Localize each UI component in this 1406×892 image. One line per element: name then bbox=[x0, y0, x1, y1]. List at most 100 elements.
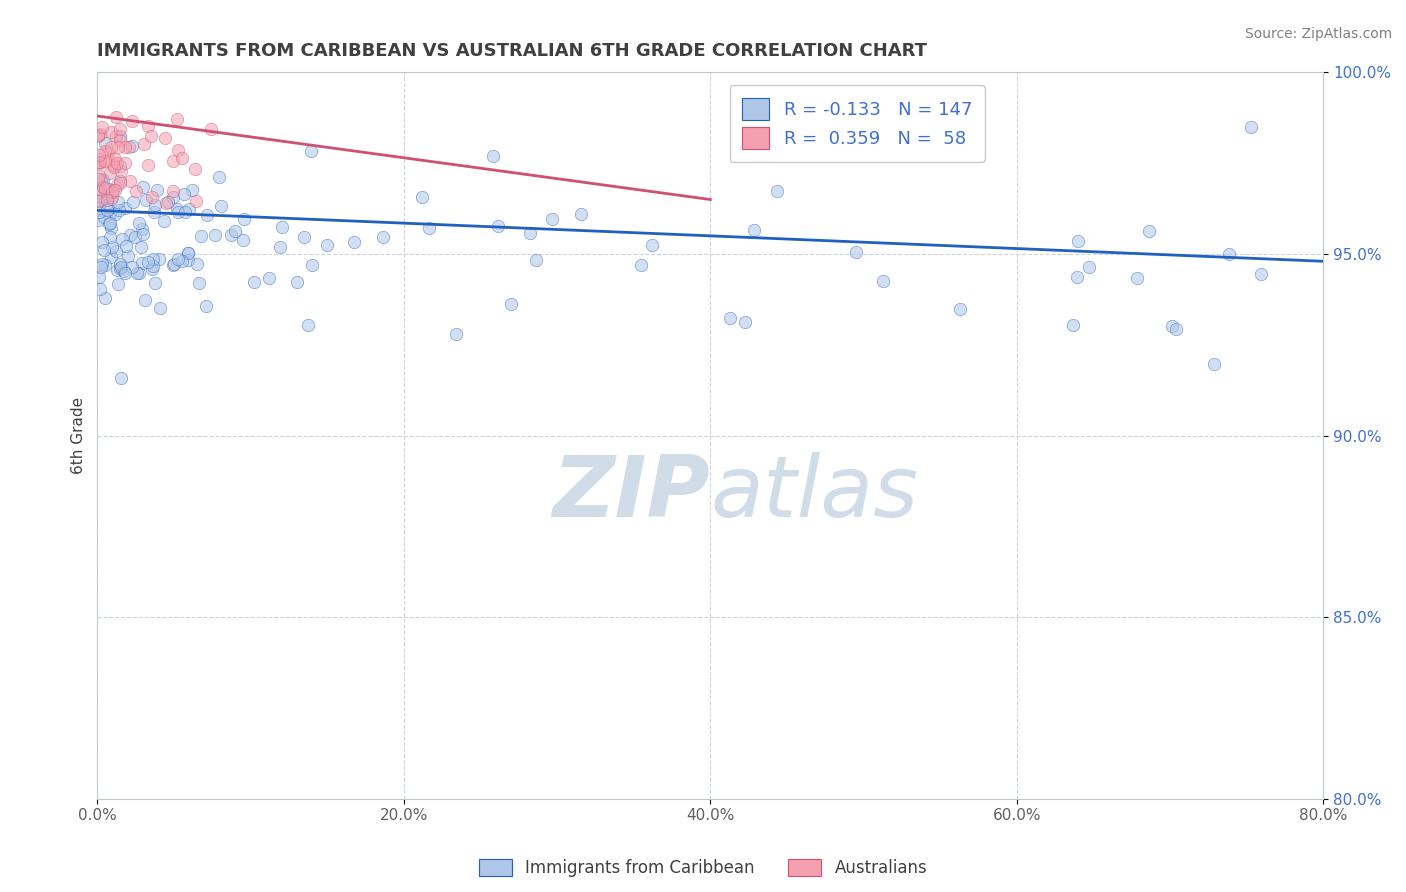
Point bbox=[110, 260, 132, 274]
Point bbox=[208, 170, 231, 185]
Point bbox=[98, 230, 121, 244]
Point bbox=[115, 238, 138, 252]
Point bbox=[114, 140, 136, 154]
Point bbox=[177, 202, 200, 217]
Point bbox=[90, 194, 112, 208]
Point bbox=[131, 222, 153, 236]
Point bbox=[125, 266, 148, 280]
Point bbox=[105, 263, 128, 277]
Point bbox=[486, 219, 509, 233]
Point bbox=[94, 154, 117, 169]
Point bbox=[94, 181, 117, 195]
Point bbox=[162, 153, 184, 168]
Point bbox=[114, 202, 136, 216]
Point bbox=[141, 189, 163, 203]
Point bbox=[219, 228, 242, 243]
Point bbox=[94, 258, 117, 272]
Point bbox=[100, 220, 122, 235]
Text: Source: ZipAtlas.com: Source: ZipAtlas.com bbox=[1244, 27, 1392, 41]
Point bbox=[371, 229, 394, 244]
Point bbox=[170, 254, 193, 268]
Text: ZIP: ZIP bbox=[553, 452, 710, 535]
Point bbox=[114, 266, 136, 280]
Point bbox=[418, 220, 440, 235]
Point bbox=[1078, 260, 1101, 274]
Point bbox=[190, 229, 212, 244]
Point bbox=[108, 133, 131, 147]
Point bbox=[166, 112, 188, 127]
Point bbox=[89, 282, 111, 296]
Point bbox=[96, 193, 118, 207]
Point bbox=[100, 139, 122, 153]
Legend: R = -0.133   N = 147, R =  0.359   N =  58: R = -0.133 N = 147, R = 0.359 N = 58 bbox=[730, 85, 986, 161]
Point bbox=[110, 261, 132, 276]
Point bbox=[104, 183, 127, 197]
Point bbox=[297, 318, 319, 332]
Point bbox=[224, 224, 246, 238]
Point bbox=[104, 110, 127, 124]
Legend: Immigrants from Caribbean, Australians: Immigrants from Caribbean, Australians bbox=[472, 852, 934, 884]
Point bbox=[108, 159, 131, 173]
Point bbox=[112, 264, 135, 278]
Point bbox=[98, 216, 121, 230]
Point bbox=[519, 226, 541, 240]
Point bbox=[163, 257, 186, 271]
Point bbox=[162, 190, 184, 204]
Point bbox=[91, 258, 114, 272]
Point bbox=[87, 194, 110, 209]
Point bbox=[110, 371, 132, 385]
Point bbox=[142, 252, 165, 266]
Point bbox=[162, 184, 184, 198]
Point bbox=[107, 178, 129, 192]
Point bbox=[91, 235, 114, 250]
Point bbox=[89, 185, 111, 199]
Point bbox=[86, 213, 108, 227]
Point bbox=[1239, 120, 1261, 134]
Point bbox=[630, 259, 652, 273]
Point bbox=[87, 169, 110, 184]
Point bbox=[499, 297, 522, 311]
Point bbox=[90, 260, 112, 274]
Point bbox=[89, 269, 111, 284]
Point bbox=[232, 233, 254, 247]
Point bbox=[162, 258, 184, 272]
Point bbox=[233, 212, 256, 227]
Point bbox=[121, 139, 143, 153]
Point bbox=[174, 204, 197, 219]
Point bbox=[107, 195, 129, 210]
Point bbox=[118, 227, 141, 242]
Point bbox=[148, 301, 170, 316]
Text: IMMIGRANTS FROM CARIBBEAN VS AUSTRALIAN 6TH GRADE CORRELATION CHART: IMMIGRANTS FROM CARIBBEAN VS AUSTRALIAN … bbox=[97, 42, 928, 60]
Point bbox=[97, 202, 120, 216]
Point bbox=[734, 315, 756, 329]
Point bbox=[170, 151, 193, 165]
Point bbox=[146, 183, 169, 197]
Point bbox=[100, 186, 122, 200]
Point bbox=[91, 120, 114, 135]
Point bbox=[128, 267, 150, 281]
Point bbox=[89, 156, 111, 170]
Point bbox=[89, 155, 111, 169]
Y-axis label: 6th Grade: 6th Grade bbox=[72, 397, 86, 475]
Point bbox=[1067, 234, 1090, 248]
Point bbox=[96, 203, 118, 218]
Point bbox=[107, 140, 129, 154]
Point bbox=[718, 311, 741, 326]
Point bbox=[86, 129, 108, 144]
Point bbox=[259, 270, 281, 285]
Point bbox=[108, 176, 131, 190]
Point bbox=[101, 240, 124, 254]
Point bbox=[97, 182, 120, 196]
Point bbox=[104, 244, 127, 258]
Point bbox=[121, 260, 143, 274]
Point bbox=[845, 245, 868, 260]
Point bbox=[524, 253, 547, 268]
Point bbox=[101, 190, 124, 204]
Point bbox=[195, 208, 218, 222]
Point bbox=[444, 326, 467, 341]
Point bbox=[108, 122, 131, 136]
Point bbox=[139, 129, 162, 144]
Point bbox=[131, 227, 153, 242]
Point bbox=[156, 195, 179, 210]
Point bbox=[94, 136, 117, 150]
